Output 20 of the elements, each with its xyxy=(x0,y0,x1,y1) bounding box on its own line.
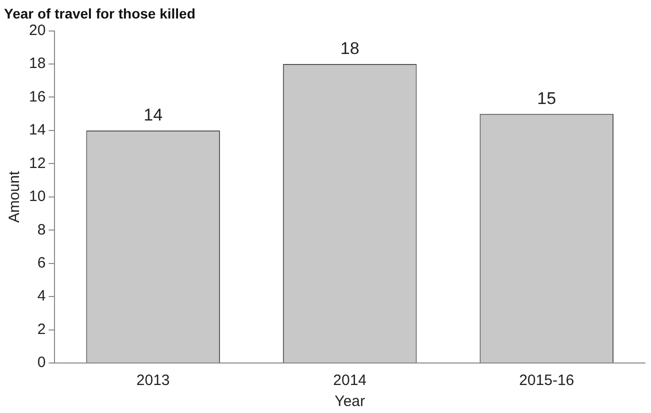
y-axis-title: Amount xyxy=(6,170,24,223)
y-tick-label: 14 xyxy=(28,122,46,139)
data-label: 15 xyxy=(537,89,556,108)
y-tick-label: 18 xyxy=(28,55,46,72)
data-label: 18 xyxy=(340,39,360,58)
x-tick-label: 2015-16 xyxy=(519,372,574,390)
x-tick-label: 2014 xyxy=(333,372,367,390)
y-tick-label: 12 xyxy=(28,154,46,172)
y-tick-label: 20 xyxy=(28,22,46,39)
x-tick-label: 2013 xyxy=(136,372,170,390)
y-tick-label: 8 xyxy=(37,221,46,238)
chart-title: Year of travel for those killed xyxy=(4,5,196,22)
x-axis-title: Year xyxy=(334,393,365,410)
y-tick-label: 0 xyxy=(37,354,46,372)
y-tick-label: 10 xyxy=(28,188,46,206)
y-tick-label: 4 xyxy=(37,288,46,305)
y-tick-label: 2 xyxy=(37,320,46,338)
data-label: 14 xyxy=(144,106,163,125)
y-tick-label: 16 xyxy=(28,88,46,106)
y-tick-label: 6 xyxy=(37,254,46,272)
